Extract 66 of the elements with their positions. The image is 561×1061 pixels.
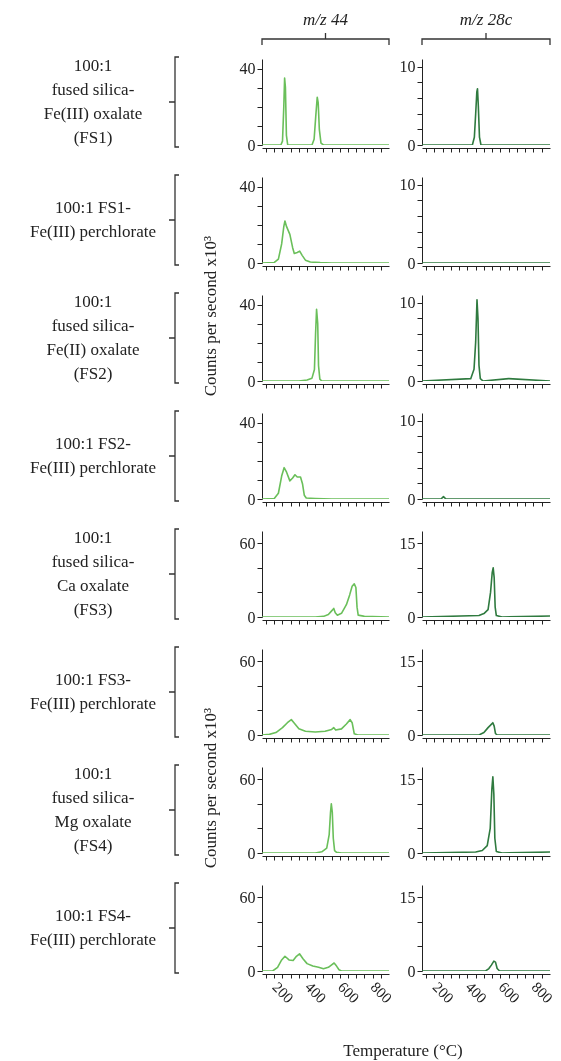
line-series bbox=[422, 960, 550, 971]
y-tick-label: 60 bbox=[239, 652, 256, 670]
y-tick-label: 15 bbox=[399, 652, 416, 670]
x-tick-label: 600 bbox=[334, 978, 363, 1007]
line-series bbox=[262, 803, 389, 853]
line-series bbox=[262, 718, 389, 735]
y-tick-label: 0 bbox=[407, 962, 416, 980]
line-series bbox=[422, 567, 550, 617]
x-axis-title: Temperature (°C) bbox=[343, 1041, 463, 1061]
y-tick-label: 40 bbox=[239, 414, 256, 432]
y-tick-label: 0 bbox=[407, 608, 416, 626]
y-tick-label: 0 bbox=[247, 726, 256, 744]
y-tick-label: 10 bbox=[399, 412, 416, 430]
y-tick-label: 0 bbox=[247, 490, 256, 508]
y-tick-label: 15 bbox=[399, 888, 416, 906]
y-tick-label: 0 bbox=[247, 136, 256, 154]
x-tick-label: 800 bbox=[367, 978, 395, 1007]
y-tick-label: 0 bbox=[407, 136, 416, 154]
y-tick-label: 0 bbox=[247, 962, 256, 980]
x-tick-label: 200 bbox=[269, 978, 297, 1007]
y-tick-label: 0 bbox=[247, 254, 256, 272]
y-tick-label: 15 bbox=[399, 770, 416, 788]
x-tick-label: 600 bbox=[495, 978, 523, 1007]
y-tick-label: 40 bbox=[239, 178, 256, 196]
y-tick-label: 60 bbox=[239, 888, 256, 906]
line-series bbox=[422, 87, 550, 145]
text: 100:1 fused silica- Fe(II) oxalate (FS2) bbox=[45, 291, 141, 385]
text: 100:1 FS4- Fe(III) perchlorate bbox=[29, 905, 157, 951]
x-tick-label: 400 bbox=[302, 978, 330, 1007]
line-series bbox=[422, 776, 550, 853]
line-series bbox=[262, 220, 389, 263]
text: 100:1 FS1- Fe(III) perchlorate bbox=[29, 197, 157, 243]
line-series bbox=[262, 466, 389, 499]
text: 100:1 fused silica- Fe(III) oxalate (FS1) bbox=[42, 55, 144, 149]
y-tick-label: 0 bbox=[247, 608, 256, 626]
line-series bbox=[262, 953, 389, 971]
x-tick-label: 200 bbox=[429, 978, 457, 1007]
y-tick-label: 40 bbox=[239, 296, 256, 314]
y-tick-label: 0 bbox=[407, 844, 416, 862]
y-tick-label: 40 bbox=[239, 60, 256, 78]
y-tick-label: 10 bbox=[399, 176, 416, 194]
line-series bbox=[422, 721, 550, 735]
y-tick-label: 0 bbox=[407, 372, 416, 390]
text: 100:1 FS3- Fe(III) perchlorate bbox=[29, 669, 157, 715]
line-series bbox=[262, 583, 389, 617]
chart-title: m/z 44 bbox=[302, 10, 349, 30]
y-tick-label: 0 bbox=[247, 372, 256, 390]
text: 100:1 fused silica- Ca oxalate (FS3) bbox=[50, 527, 136, 621]
y-axis-title: Counts per second x10³ bbox=[201, 707, 221, 869]
line-series bbox=[262, 308, 389, 381]
y-tick-label: 10 bbox=[399, 58, 416, 76]
y-tick-label: 10 bbox=[399, 294, 416, 312]
y-tick-label: 0 bbox=[407, 254, 416, 272]
y-tick-label: 0 bbox=[247, 844, 256, 862]
y-tick-label: 0 bbox=[407, 726, 416, 744]
y-tick-label: 60 bbox=[239, 534, 256, 552]
y-axis-title: Counts per second x10³ bbox=[201, 235, 221, 397]
y-tick-label: 60 bbox=[239, 770, 256, 788]
x-tick-label: 400 bbox=[462, 978, 490, 1007]
y-tick-label: 15 bbox=[399, 534, 416, 552]
y-tick-label: 0 bbox=[407, 490, 416, 508]
text: 100:1 FS2- Fe(III) perchlorate bbox=[29, 433, 157, 479]
line-series bbox=[262, 77, 389, 145]
x-tick-label: 800 bbox=[528, 978, 556, 1007]
text: 100:1 fused silica- Mg oxalate (FS4) bbox=[50, 763, 136, 857]
chart-title: m/z 28c bbox=[458, 10, 514, 30]
